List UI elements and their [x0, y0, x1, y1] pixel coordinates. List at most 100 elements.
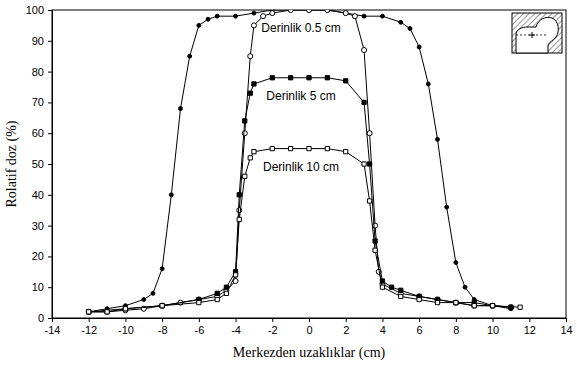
marker	[325, 76, 329, 80]
tick-label: 30	[32, 220, 44, 232]
tick-mark	[48, 318, 52, 319]
marker	[105, 309, 110, 314]
marker	[352, 14, 357, 19]
y-axis-title: Rolatif doz (%)	[4, 120, 20, 207]
marker	[367, 162, 371, 166]
series-line	[89, 10, 511, 312]
tick: 14	[560, 318, 572, 336]
marker	[408, 27, 412, 31]
tick-label: 4	[380, 324, 386, 336]
tick-mark	[199, 318, 200, 322]
marker	[367, 131, 372, 136]
marker	[142, 298, 146, 302]
marker	[472, 303, 477, 308]
inset-diagram	[512, 13, 562, 53]
marker	[453, 300, 458, 305]
marker	[518, 305, 522, 309]
tick-label: -6	[194, 324, 204, 336]
tick-mark	[566, 318, 567, 322]
x-axis-title: Merkezden uzaklıklar (cm)	[233, 345, 386, 361]
marker	[234, 14, 238, 18]
series-line	[89, 10, 511, 312]
tick-mark	[48, 133, 52, 134]
marker	[270, 11, 275, 16]
tick-mark	[48, 10, 52, 11]
marker	[325, 146, 329, 150]
marker	[197, 23, 201, 27]
marker	[252, 150, 256, 154]
tick-mark	[382, 318, 383, 322]
tick-mark	[346, 318, 347, 322]
marker	[472, 304, 476, 308]
marker	[224, 291, 228, 295]
series-labels: Derinlik 0.5 cmDerinlik 5 cmDerinlik 10 …	[261, 21, 340, 174]
tick-label: 50	[32, 158, 44, 170]
tick: 50	[32, 158, 52, 170]
marker	[151, 291, 155, 295]
tick-mark	[419, 318, 420, 322]
marker	[307, 146, 311, 150]
series-line	[89, 149, 520, 312]
marker	[426, 82, 430, 86]
tick-label: 70	[32, 96, 44, 108]
marker	[445, 205, 449, 209]
marker	[417, 297, 421, 301]
tick-label: 2	[343, 324, 349, 336]
marker	[105, 310, 109, 314]
tick: 60	[32, 127, 52, 139]
chart: -14-12-10-8-6-4-202468101214010203040506…	[0, 0, 577, 365]
marker	[169, 193, 173, 197]
tick: 12	[524, 318, 536, 336]
marker	[224, 285, 228, 289]
marker	[123, 307, 127, 311]
tick: -8	[158, 318, 168, 336]
marker	[248, 156, 252, 160]
series-line	[89, 78, 511, 312]
tick-mark	[48, 287, 52, 288]
tick-mark	[48, 256, 52, 257]
tick: 6	[417, 318, 423, 336]
marker	[389, 285, 393, 289]
marker	[399, 288, 403, 292]
marker	[490, 304, 494, 308]
marker	[362, 100, 366, 104]
marker	[454, 300, 458, 304]
marker	[160, 303, 165, 308]
marker	[344, 79, 348, 83]
marker	[454, 300, 458, 304]
tick-label: -8	[158, 324, 168, 336]
tick-mark	[236, 318, 237, 322]
tick: 0	[38, 312, 52, 324]
plot: -14-12-10-8-6-4-202468101214010203040506…	[26, 4, 573, 336]
marker	[188, 54, 192, 58]
marker	[289, 10, 293, 12]
tick: -4	[231, 318, 241, 336]
tick-label: -4	[231, 324, 241, 336]
tick: 40	[32, 189, 52, 201]
tick-label: -14	[45, 324, 61, 336]
marker	[243, 174, 247, 178]
tick: -6	[194, 318, 204, 336]
marker	[252, 82, 256, 86]
marker	[243, 119, 247, 123]
marker	[367, 199, 371, 203]
inset-frame	[512, 13, 562, 53]
tick-mark	[48, 164, 52, 165]
tick: 0	[306, 318, 312, 336]
tick-label: 10	[32, 281, 44, 293]
marks	[86, 10, 522, 314]
marker	[197, 300, 201, 304]
tick-mark	[48, 195, 52, 196]
marker	[87, 310, 91, 314]
marker	[261, 14, 266, 19]
marker	[270, 76, 274, 80]
marker	[380, 285, 384, 289]
marker	[454, 261, 458, 265]
marker	[251, 23, 256, 28]
marker	[436, 137, 440, 141]
tick-label: 90	[32, 35, 44, 47]
marker	[306, 10, 311, 13]
tick: 4	[380, 318, 386, 336]
marker	[362, 162, 366, 166]
tick-label: 6	[417, 324, 423, 336]
